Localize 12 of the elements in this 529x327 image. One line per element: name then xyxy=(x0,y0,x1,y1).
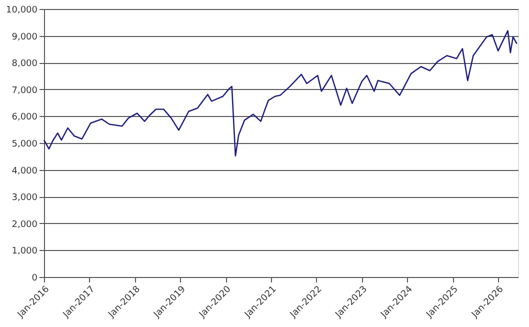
y-tick-label: 10,000 xyxy=(6,6,38,16)
y-tick-label: 6,000 xyxy=(12,112,38,123)
y-tick-label: 7,000 xyxy=(12,86,38,96)
y-tick-label: 0 xyxy=(32,274,38,284)
y-tick-label: 9,000 xyxy=(12,32,38,42)
y-tick-label: 2,000 xyxy=(12,220,38,230)
y-tick-label: 5,000 xyxy=(12,140,38,150)
y-tick-label: 1,000 xyxy=(12,246,38,257)
y-tick-label: 8,000 xyxy=(12,59,38,70)
y-tick-label: 3,000 xyxy=(12,193,38,204)
line-series xyxy=(43,30,518,157)
y-tick-label: 4,000 xyxy=(12,166,38,176)
